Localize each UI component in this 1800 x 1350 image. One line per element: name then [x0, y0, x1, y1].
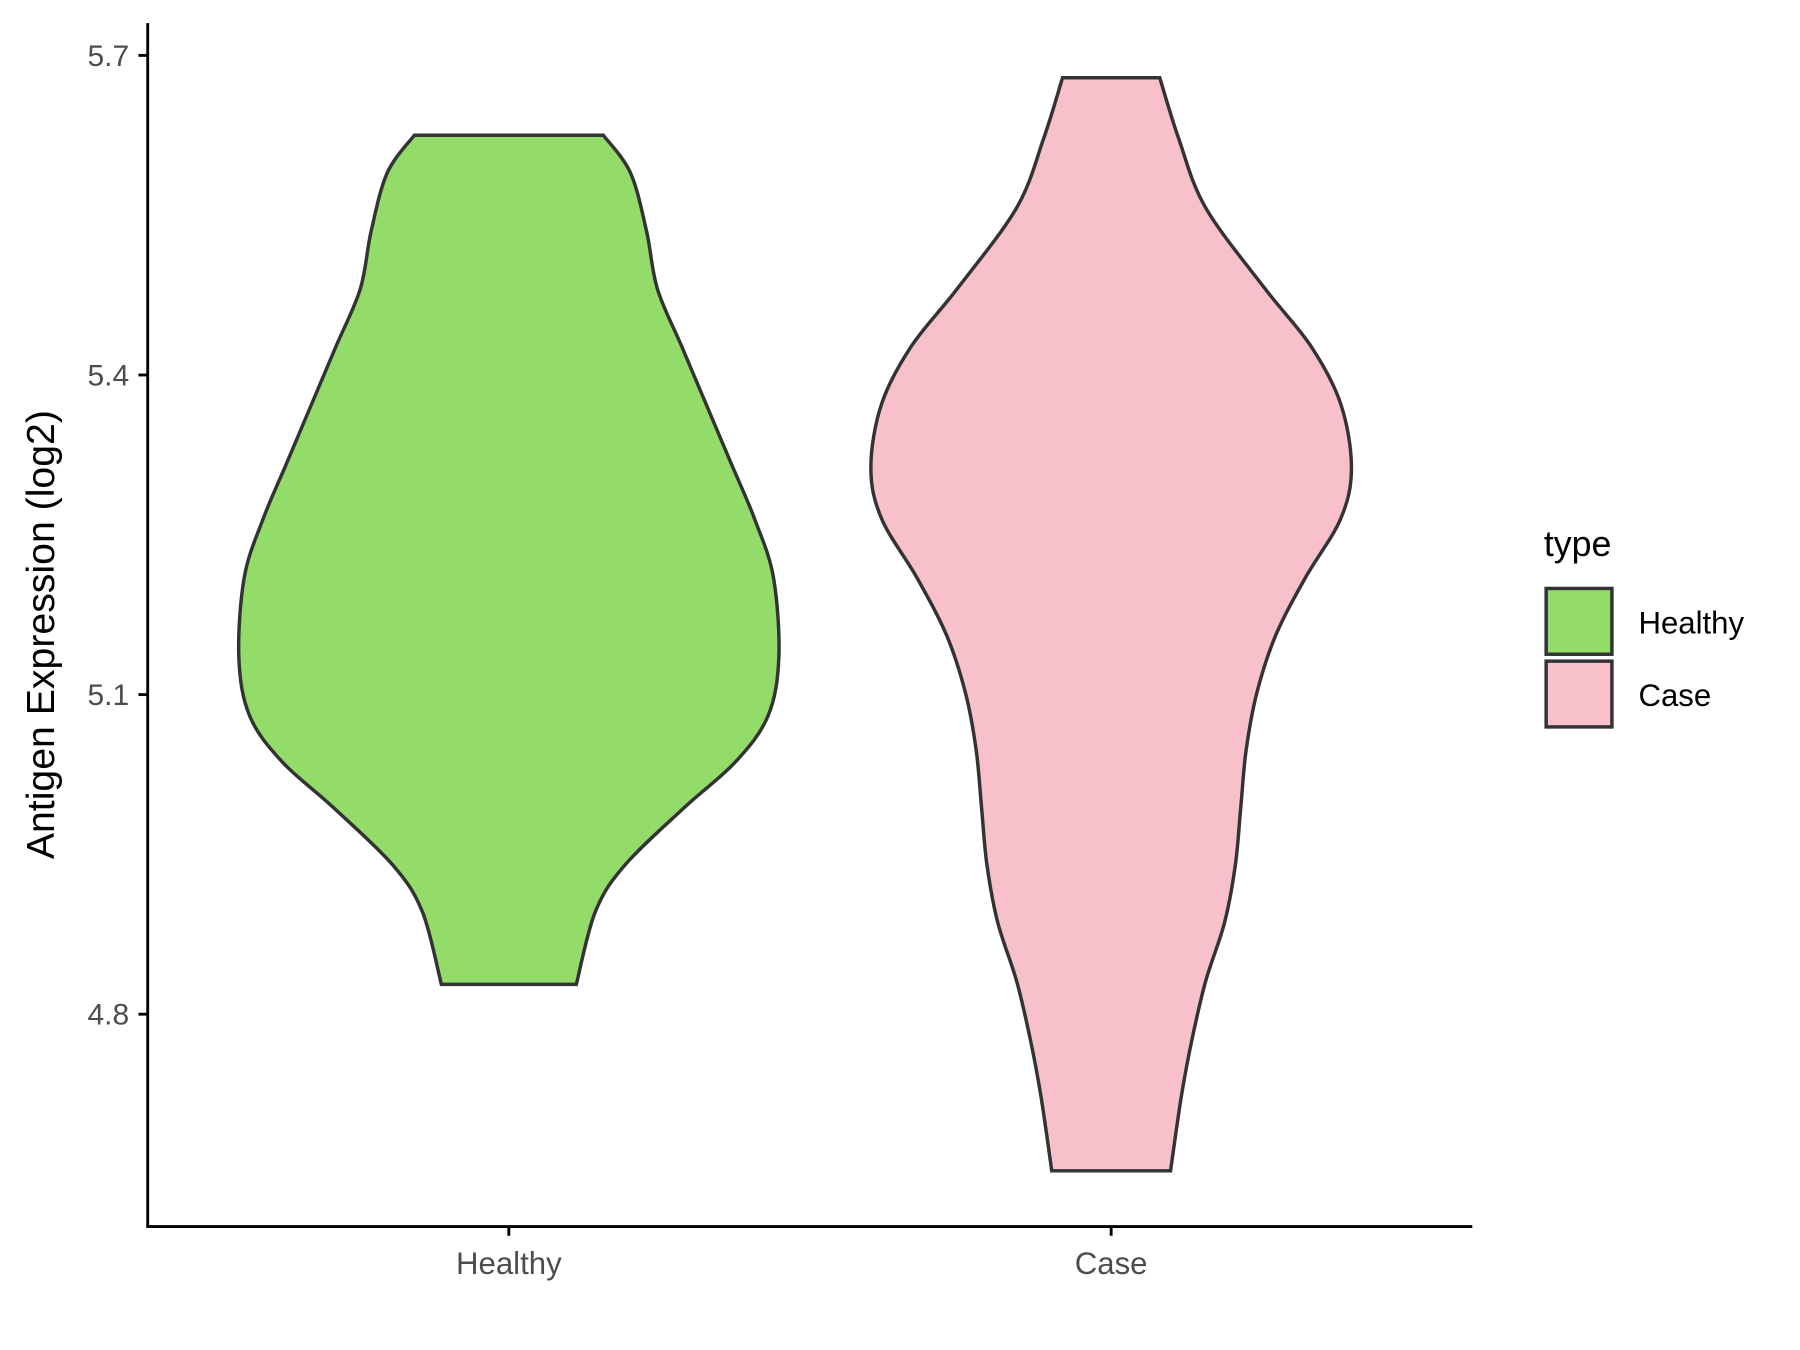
legend-key-healthy — [1544, 586, 1614, 656]
legend-title: type — [1544, 524, 1612, 564]
legend-label: Case — [1638, 678, 1711, 713]
legend-label: Healthy — [1638, 605, 1744, 640]
y-tick-label: 5.4 — [88, 359, 130, 392]
y-tick-label: 5.1 — [88, 679, 130, 712]
violin-case — [869, 76, 1354, 1173]
violin-healthy — [236, 133, 781, 987]
y-axis-label: Antigen Expression (log2) — [19, 410, 63, 859]
x-tick-label: Case — [1075, 1246, 1148, 1281]
y-tick-label: 5.7 — [88, 40, 130, 73]
x-tick-label: Healthy — [456, 1246, 562, 1281]
x-ticks: Healthy Case — [456, 1226, 1148, 1281]
legend: Healthy Case — [1544, 586, 1744, 729]
violins — [236, 76, 1354, 1173]
y-tick-label: 4.8 — [88, 999, 130, 1032]
legend-key-case — [1544, 659, 1614, 729]
y-ticks: 5.7 5.4 5.1 4.8 — [88, 40, 148, 1032]
